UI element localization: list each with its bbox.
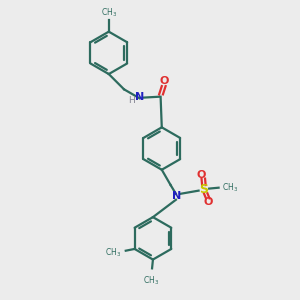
Text: CH$_3$: CH$_3$ [105, 246, 121, 259]
Text: O: O [196, 170, 206, 180]
Text: O: O [159, 76, 169, 86]
Text: S: S [200, 183, 208, 196]
Text: H: H [128, 96, 134, 105]
Text: CH$_3$: CH$_3$ [101, 6, 117, 19]
Text: N: N [172, 191, 182, 201]
Text: O: O [203, 197, 213, 207]
Text: CH$_3$: CH$_3$ [143, 274, 160, 287]
Text: CH$_3$: CH$_3$ [222, 182, 239, 194]
Text: N: N [135, 92, 145, 102]
